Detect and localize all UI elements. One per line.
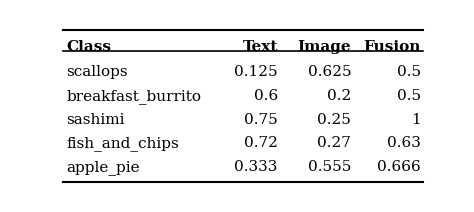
Text: 0.625: 0.625 (308, 66, 351, 80)
Text: sashimi: sashimi (66, 113, 125, 127)
Text: fish_and_chips: fish_and_chips (66, 137, 179, 151)
Text: Text: Text (242, 40, 278, 54)
Text: 0.63: 0.63 (387, 137, 421, 151)
Text: 0.125: 0.125 (234, 66, 278, 80)
Text: 0.666: 0.666 (377, 160, 421, 174)
Text: 0.2: 0.2 (327, 89, 351, 103)
Text: 0.5: 0.5 (397, 89, 421, 103)
Text: 0.555: 0.555 (308, 160, 351, 174)
Text: 0.5: 0.5 (397, 66, 421, 80)
Text: 0.27: 0.27 (318, 137, 351, 151)
Text: 0.25: 0.25 (318, 113, 351, 127)
Text: scallops: scallops (66, 66, 128, 80)
Text: Fusion: Fusion (364, 40, 421, 54)
Text: apple_pie: apple_pie (66, 160, 140, 175)
Text: breakfast_burrito: breakfast_burrito (66, 89, 201, 104)
Text: 0.72: 0.72 (244, 137, 278, 151)
Text: 0.333: 0.333 (235, 160, 278, 174)
Text: 1: 1 (411, 113, 421, 127)
Text: 0.6: 0.6 (254, 89, 278, 103)
Text: Image: Image (298, 40, 351, 54)
Text: 0.75: 0.75 (244, 113, 278, 127)
Text: Class: Class (66, 40, 111, 54)
